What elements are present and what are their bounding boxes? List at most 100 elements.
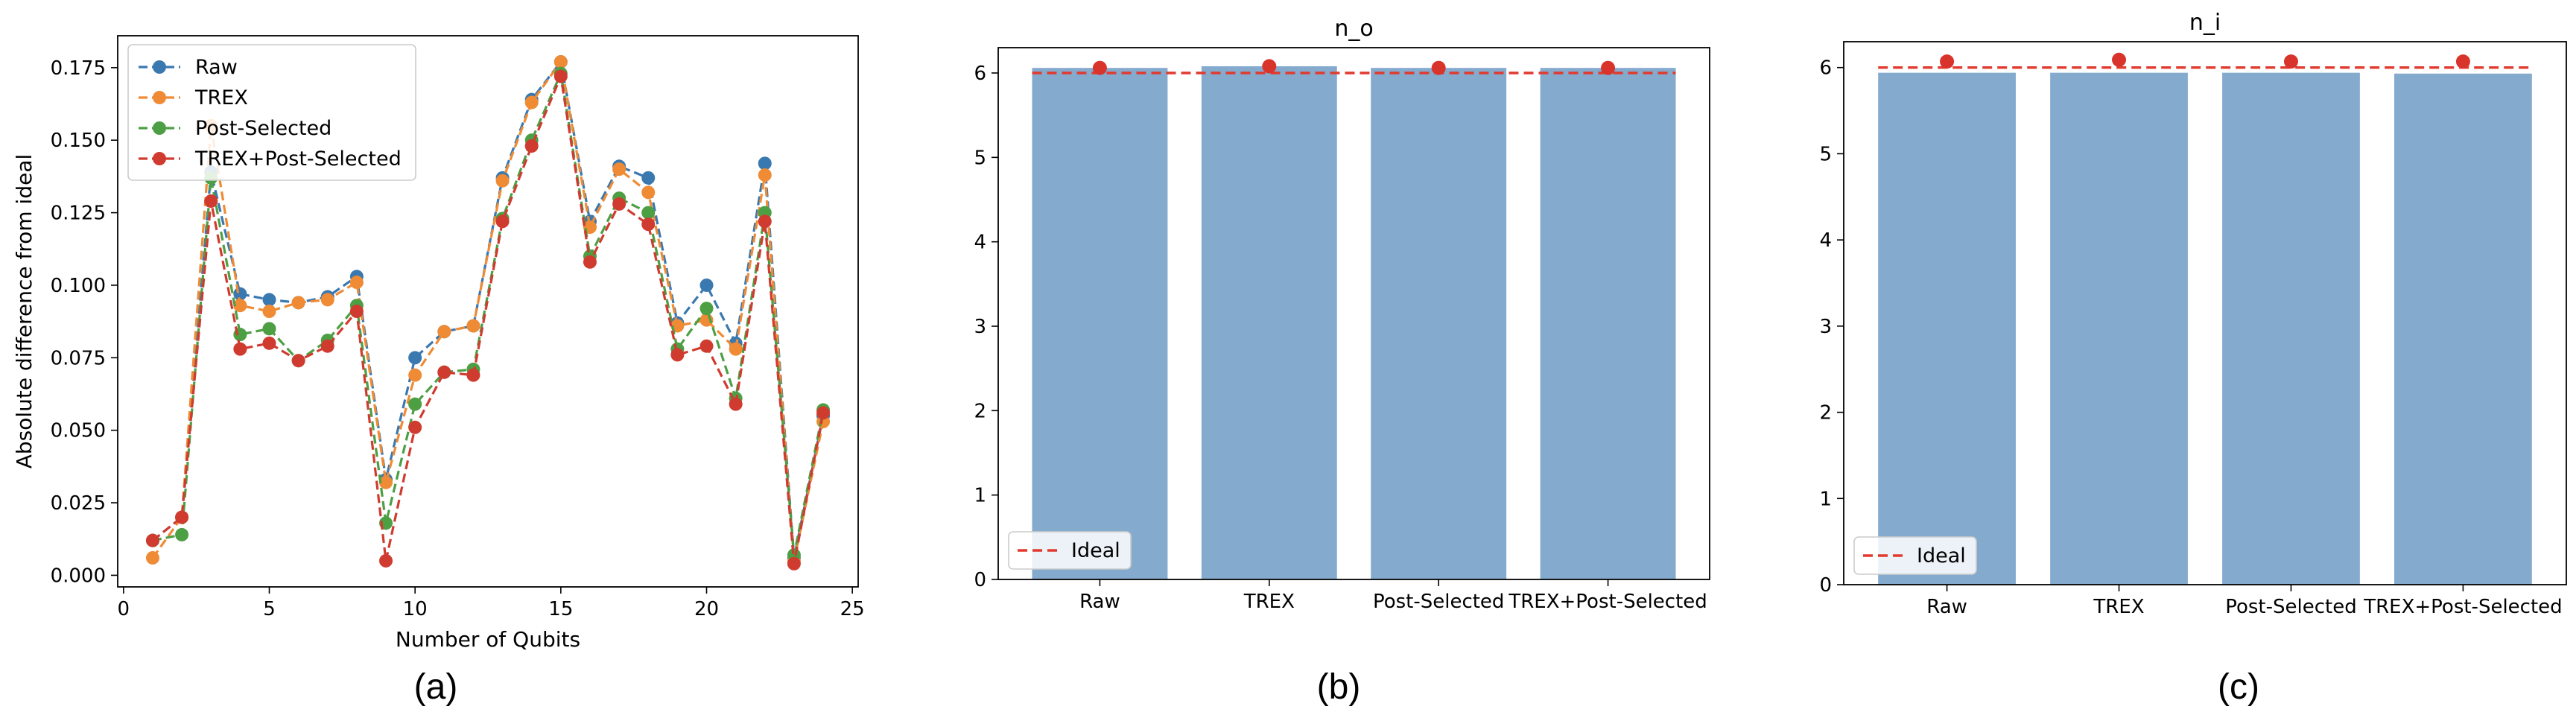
data-point bbox=[408, 397, 422, 411]
y-tick-label: 6 bbox=[974, 63, 986, 85]
data-point bbox=[437, 325, 451, 339]
data-point bbox=[145, 551, 159, 565]
y-tick-label: 1 bbox=[1819, 488, 1832, 510]
data-point bbox=[1431, 60, 1446, 75]
data-point bbox=[699, 278, 714, 292]
data-point bbox=[320, 339, 334, 353]
y-tick-label: 5 bbox=[974, 147, 986, 169]
data-point bbox=[1940, 54, 1955, 69]
data-point bbox=[408, 351, 422, 365]
y-tick-label: 5 bbox=[1819, 143, 1832, 165]
y-tick-label: 0 bbox=[974, 569, 986, 591]
legend-marker bbox=[153, 91, 166, 104]
plot-frame bbox=[117, 35, 859, 588]
legend-label: Ideal bbox=[1917, 544, 1966, 568]
plot-frame bbox=[997, 47, 1710, 580]
x-tick-label: 25 bbox=[840, 598, 865, 620]
y-tick-label: 0.050 bbox=[51, 420, 106, 442]
y-tick-label: 6 bbox=[1819, 57, 1832, 80]
data-point bbox=[699, 339, 714, 353]
data-point bbox=[583, 255, 597, 269]
data-point bbox=[1092, 60, 1107, 75]
y-tick-label: 2 bbox=[1819, 402, 1832, 425]
y-tick-label: 0.125 bbox=[51, 203, 106, 225]
panel-label: (a) bbox=[414, 667, 458, 707]
y-axis-label: Absolute difference from ideal bbox=[12, 154, 37, 469]
data-point bbox=[729, 342, 743, 356]
y-tick-label: 3 bbox=[974, 316, 986, 338]
x-tick-label: 15 bbox=[548, 598, 573, 620]
data-point bbox=[262, 322, 276, 336]
data-point bbox=[612, 197, 626, 211]
data-point bbox=[262, 293, 276, 307]
data-point bbox=[641, 185, 656, 200]
legend-box bbox=[1008, 531, 1132, 570]
plot-frame bbox=[1843, 41, 2567, 585]
data-point bbox=[379, 553, 393, 568]
legend-marker bbox=[153, 121, 166, 135]
data-point bbox=[524, 95, 539, 109]
data-point bbox=[262, 305, 276, 318]
y-tick-label: 3 bbox=[1819, 316, 1832, 338]
y-tick-label: 0 bbox=[1819, 574, 1832, 597]
legend-marker bbox=[153, 152, 166, 165]
x-tick-label: TREX+Post-Selected bbox=[1508, 591, 1707, 613]
y-tick-label: 0.075 bbox=[51, 347, 106, 369]
data-point bbox=[553, 55, 568, 69]
data-point bbox=[758, 214, 772, 229]
bar bbox=[1032, 68, 1168, 579]
data-point bbox=[816, 406, 831, 420]
chart-title: n_i bbox=[2189, 10, 2221, 36]
panel-c: 0 1 2 3 4 5 6 Raw TREX Post-Selected TREX+Post-Sel… bbox=[1819, 10, 2567, 707]
bar bbox=[2394, 73, 2532, 585]
y-tick-label: 4 bbox=[1819, 229, 1832, 252]
data-point bbox=[612, 162, 626, 177]
legend-marker bbox=[153, 60, 166, 74]
bar bbox=[1540, 68, 1676, 579]
x-tick-label: TREX+Post-Selected bbox=[2363, 596, 2562, 618]
panel-b: 0 1 2 3 4 5 6 Raw TREX Post-Selected TREX+Post-Sel… bbox=[974, 16, 1710, 707]
data-point bbox=[1601, 60, 1616, 75]
data-point bbox=[1262, 59, 1277, 74]
data-point bbox=[641, 217, 656, 232]
data-point bbox=[787, 556, 801, 571]
data-point bbox=[2455, 54, 2470, 69]
legend-label: TREX bbox=[194, 86, 248, 109]
panel-a: 0 5 10 15 20 25 0.000 0.025 0.050 0.075 0.100 0.125… bbox=[12, 35, 865, 707]
data-point bbox=[466, 368, 480, 382]
x-tick-label: Raw bbox=[1079, 591, 1120, 613]
x-tick-label: 5 bbox=[263, 598, 276, 620]
x-tick-label: TREX bbox=[2093, 596, 2144, 618]
y-tick-label: 2 bbox=[974, 400, 986, 422]
data-point bbox=[233, 299, 247, 313]
x-tick-label: 10 bbox=[403, 598, 428, 620]
data-point bbox=[437, 365, 451, 379]
legend-label: TREX+Post-Selected bbox=[194, 147, 402, 171]
x-axis-label: Number of Qubits bbox=[396, 627, 580, 652]
legend-label: Ideal bbox=[1071, 539, 1120, 562]
data-point bbox=[758, 156, 772, 171]
y-tick-label: 0.000 bbox=[51, 565, 106, 587]
x-tick-label: Raw bbox=[1926, 596, 1967, 618]
data-point bbox=[291, 296, 305, 310]
series-line bbox=[151, 59, 825, 559]
y-tick-label: 0.150 bbox=[51, 130, 106, 152]
data-point bbox=[641, 206, 656, 220]
data-point bbox=[699, 302, 714, 316]
y-tick-label: 0.025 bbox=[51, 492, 106, 515]
data-point bbox=[641, 171, 656, 185]
data-point bbox=[524, 139, 539, 153]
data-point bbox=[320, 293, 334, 307]
data-point bbox=[379, 475, 393, 489]
data-point bbox=[408, 368, 422, 382]
data-point bbox=[349, 276, 364, 290]
data-point bbox=[670, 348, 685, 362]
legend-label: Post-Selected bbox=[195, 117, 331, 140]
data-point bbox=[233, 342, 247, 356]
data-point bbox=[175, 527, 189, 541]
bar bbox=[1371, 68, 1507, 579]
data-point bbox=[262, 336, 276, 350]
y-tick-label: 0.175 bbox=[51, 57, 106, 80]
data-point bbox=[204, 194, 218, 208]
